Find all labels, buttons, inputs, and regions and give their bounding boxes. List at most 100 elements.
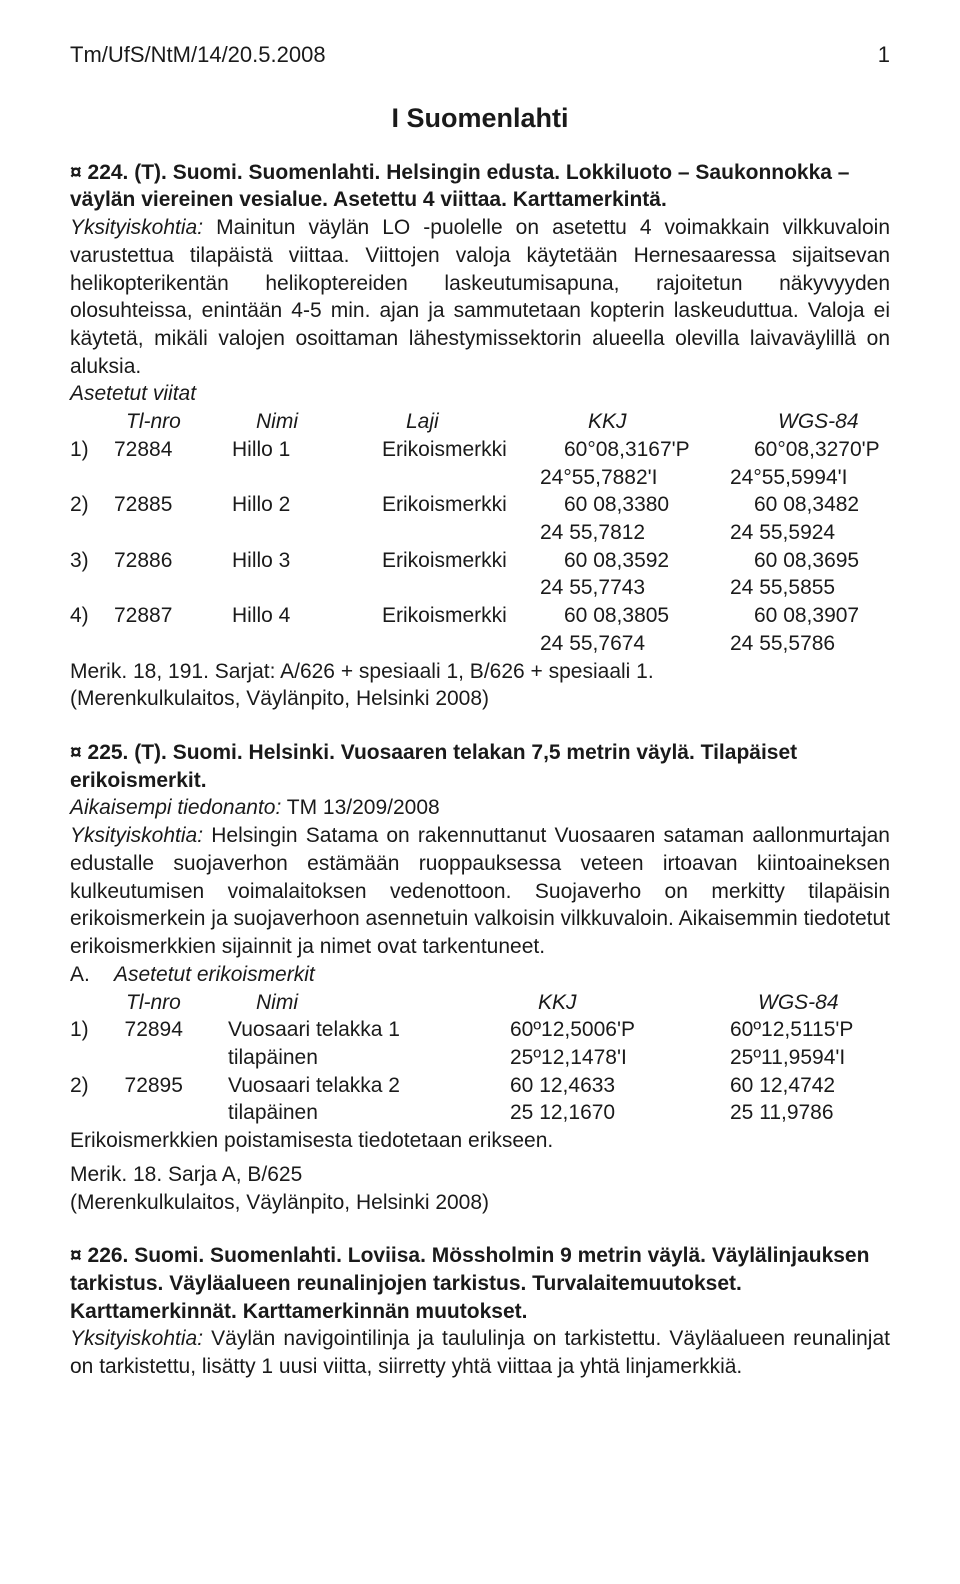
cell-sub: tilapäinen (228, 1044, 510, 1072)
page: Tm/UfS/NtM/14/20.5.2008 1 I Suomenlahti … (0, 0, 960, 1584)
page-header: Tm/UfS/NtM/14/20.5.2008 1 (70, 40, 890, 69)
cell-wgs: 24 55,5855 (730, 574, 890, 602)
notice-225-after3: (Merenkulkulaitos, Väylänpito, Helsinki … (70, 1189, 890, 1217)
cell-kkj: 60 08,3592 (564, 547, 754, 575)
col-tl: Tl-nro (126, 989, 256, 1017)
notice-225-secA: A. Asetetut erikoismerkit (70, 961, 890, 989)
notice-224: ¤ 224. (T). Suomi. Suomenlahti. Helsingi… (70, 159, 890, 713)
secA-title: Asetetut erikoismerkit (114, 961, 315, 989)
cell-kkj: 60 08,3805 (564, 602, 754, 630)
table-row: tilapäinen25º12,1478'I25º11,9594'I (70, 1044, 890, 1072)
notice-225-after2: Merik. 18. Sarja A, B/625 (70, 1161, 890, 1189)
notice-224-foot1: Merik. 18, 191. Sarjat: A/626 + spesiaal… (70, 658, 890, 686)
table-224-head: Tl-nro Nimi Laji KKJ WGS-84 (126, 408, 890, 436)
cell-tl: 72885 (114, 491, 232, 519)
col-nimi: Nimi (256, 989, 538, 1017)
table-225-body: 1)72894Vuosaari telakka 160º12,5006'P60º… (70, 1016, 890, 1127)
cell-sub: tilapäinen (228, 1099, 510, 1127)
table-row: 24 55,781224 55,5924 (70, 519, 890, 547)
col-kkj: KKJ (588, 408, 778, 436)
cell-laji: Erikoismerkki (382, 491, 564, 519)
header-page-number: 1 (878, 40, 890, 69)
details-body: Mainitun väylän LO -puolelle on asetettu… (70, 216, 890, 378)
cell-nimi: Vuosaari telakka 2 (228, 1072, 510, 1100)
cell-kkj: 60°08,3167'P (564, 436, 754, 464)
cell-nimi: Hillo 3 (232, 547, 382, 575)
notice-224-details: Yksityiskohtia: Mainitun väylän LO -puol… (70, 214, 890, 380)
col-wgs: WGS-84 (778, 408, 938, 436)
table-row: 2)72885Hillo 2Erikoismerkki60 08,338060 … (70, 491, 890, 519)
cell-idx: 2) (70, 1072, 114, 1100)
header-left: Tm/UfS/NtM/14/20.5.2008 (70, 40, 326, 69)
prev-body: TM 13/209/2008 (281, 796, 439, 819)
cell-wgs: 60°08,3270'P (754, 436, 914, 464)
secA-letter: A. (70, 961, 114, 989)
notice-225-prev: Aikaisempi tiedonanto: TM 13/209/2008 (70, 794, 890, 822)
cell-kkj: 25 12,1670 (510, 1099, 730, 1127)
cell-wgs: 24 55,5786 (730, 630, 890, 658)
notice-226-details: Yksityiskohtia: Väylän navigointilinja j… (70, 1325, 890, 1380)
cell-wgs: 24°55,5994'I (730, 464, 890, 492)
notice-226-title: ¤ 226. Suomi. Suomenlahti. Loviisa. Möss… (70, 1242, 890, 1325)
table-row: 24°55,7882'I24°55,5994'I (70, 464, 890, 492)
cell-tl: 72884 (114, 436, 232, 464)
cell-idx: 3) (70, 547, 114, 575)
cell-wgs: 60 08,3907 (754, 602, 914, 630)
cell-kkj: 25º12,1478'I (510, 1044, 730, 1072)
cell-tl: 72894 (125, 1016, 228, 1044)
cell-nimi: Hillo 2 (232, 491, 382, 519)
cell-nimi: Hillo 1 (232, 436, 382, 464)
section-title: I Suomenlahti (70, 101, 890, 137)
cell-laji: Erikoismerkki (382, 547, 564, 575)
prev-label: Aikaisempi tiedonanto: (70, 796, 281, 819)
table-row: 1)72884Hillo 1Erikoismerkki60°08,3167'P6… (70, 436, 890, 464)
notice-224-set-label: Asetetut viitat (70, 380, 890, 408)
cell-wgs: 25 11,9786 (730, 1099, 890, 1127)
cell-kkj: 24 55,7812 (540, 519, 730, 547)
cell-idx: 1) (70, 436, 114, 464)
details-label: Yksityiskohtia: (70, 216, 203, 239)
cell-nimi: Hillo 4 (232, 602, 382, 630)
cell-wgs: 60 08,3695 (754, 547, 914, 575)
notice-226: ¤ 226. Suomi. Suomenlahti. Loviisa. Möss… (70, 1242, 890, 1381)
col-wgs: WGS-84 (758, 989, 918, 1017)
cell-wgs: 25º11,9594'I (730, 1044, 890, 1072)
table-row: 24 55,767424 55,5786 (70, 630, 890, 658)
notice-224-foot2: (Merenkulkulaitos, Väylänpito, Helsinki … (70, 685, 890, 713)
cell-kkj: 60º12,5006'P (510, 1016, 730, 1044)
cell-idx: 2) (70, 491, 114, 519)
notice-224-title: ¤ 224. (T). Suomi. Suomenlahti. Helsingi… (70, 159, 890, 214)
cell-tl: 72895 (125, 1072, 228, 1100)
cell-wgs: 60º12,5115'P (730, 1016, 890, 1044)
notice-225-title: ¤ 225. (T). Suomi. Helsinki. Vuosaaren t… (70, 739, 890, 794)
cell-wgs: 60 12,4742 (730, 1072, 890, 1100)
table-row: 3)72886Hillo 3Erikoismerkki60 08,359260 … (70, 547, 890, 575)
cell-laji: Erikoismerkki (382, 436, 564, 464)
cell-kkj: 24°55,7882'I (540, 464, 730, 492)
details-label: Yksityiskohtia: (70, 824, 203, 847)
cell-tl: 72886 (114, 547, 232, 575)
notice-225-details: Yksityiskohtia: Helsingin Satama on rake… (70, 822, 890, 961)
table-row: tilapäinen25 12,167025 11,9786 (70, 1099, 890, 1127)
cell-laji: Erikoismerkki (382, 602, 564, 630)
cell-idx: 4) (70, 602, 114, 630)
notice-225-after1: Erikoismerkkien poistamisesta tiedotetaa… (70, 1127, 890, 1155)
cell-idx: 1) (70, 1016, 114, 1044)
table-225-head: Tl-nro Nimi KKJ WGS-84 (126, 989, 890, 1017)
col-nimi: Nimi (256, 408, 406, 436)
col-laji: Laji (406, 408, 588, 436)
cell-wgs: 60 08,3482 (754, 491, 914, 519)
table-row: 24 55,774324 55,5855 (70, 574, 890, 602)
cell-wgs: 24 55,5924 (730, 519, 890, 547)
cell-kkj: 24 55,7743 (540, 574, 730, 602)
table-row: 2) 72895Vuosaari telakka 260 12,463360 12… (70, 1072, 890, 1100)
details-label: Yksityiskohtia: (70, 1327, 203, 1350)
col-kkj: KKJ (538, 989, 758, 1017)
table-224-body: 1)72884Hillo 1Erikoismerkki60°08,3167'P6… (70, 436, 890, 658)
cell-kkj: 60 12,4633 (510, 1072, 730, 1100)
table-row: 1)72894Vuosaari telakka 160º12,5006'P60º… (70, 1016, 890, 1044)
table-row: 4)72887Hillo 4Erikoismerkki60 08,380560 … (70, 602, 890, 630)
col-tl: Tl-nro (126, 408, 256, 436)
cell-tl: 72887 (114, 602, 232, 630)
notice-225: ¤ 225. (T). Suomi. Helsinki. Vuosaaren t… (70, 739, 890, 1216)
